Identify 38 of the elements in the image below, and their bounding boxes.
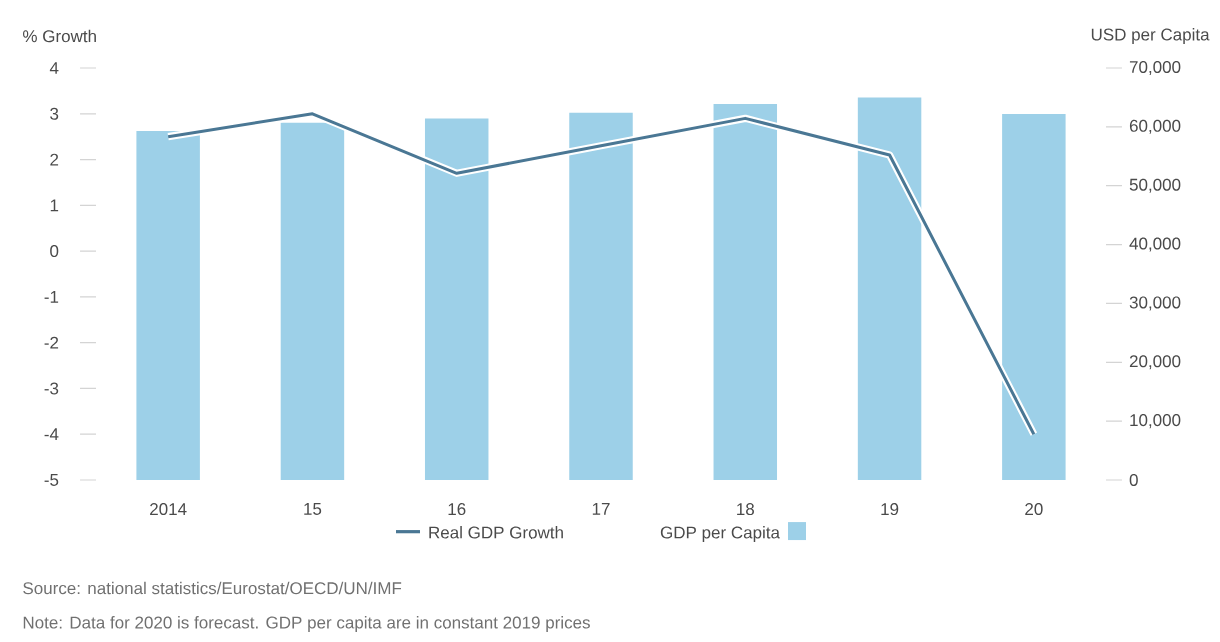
text: GDP per Capita xyxy=(660,526,780,542)
bar xyxy=(713,103,778,480)
y-tick-label: -4 xyxy=(44,428,59,441)
y-tick-label: 0 xyxy=(50,245,59,258)
bar xyxy=(569,112,633,480)
bar xyxy=(136,130,200,480)
y2-tick-label: 30,000 xyxy=(1129,296,1181,311)
y-tick-label: -1 xyxy=(44,291,59,303)
y-tick-label: 3 xyxy=(50,107,59,120)
y2-tick-label: 0 xyxy=(1129,473,1138,486)
y2-tick-label: 10,000 xyxy=(1130,414,1181,429)
y-tick-label: -2 xyxy=(44,336,59,349)
y-tick-label: -3 xyxy=(44,382,59,395)
y-tick-label: 1 xyxy=(50,199,59,212)
bar xyxy=(280,122,345,480)
y2-tick-label: 70,000 xyxy=(1129,60,1181,76)
y2-tick-label: 50,000 xyxy=(1129,178,1181,193)
x-tick-label: 2014 xyxy=(150,503,187,516)
bar xyxy=(1002,113,1066,480)
x-tick-label: 15 xyxy=(304,503,322,515)
y-tick-label: 4 xyxy=(49,62,59,74)
x-tick-label: 16 xyxy=(448,503,466,516)
y-tick-label: -5 xyxy=(44,474,59,486)
source-note: Source: national statistics/Eurostat/OECD/UN/IMF xyxy=(23,581,402,595)
y2-tick-label: 40,000 xyxy=(1129,237,1181,252)
x-tick-label: 19 xyxy=(881,503,899,516)
legend-label: Real GDP Growth xyxy=(429,526,563,539)
text: Note: Data for 2020 is forecast. GDP per capita are in constant 2019 prices xyxy=(23,616,590,632)
y2-tick-label: 20,000 xyxy=(1129,355,1181,370)
bar xyxy=(424,118,489,480)
y2-tick-label: 60,000 xyxy=(1129,119,1181,134)
bar xyxy=(857,97,922,480)
x-tick-label: 17 xyxy=(592,503,610,515)
y-tick-label: 2 xyxy=(50,153,59,166)
x-tick-label: 20 xyxy=(1025,503,1043,516)
y-axis-title: % Growth xyxy=(23,29,96,43)
x-tick-label: 18 xyxy=(737,503,754,516)
y2-axis-title: USD per Capita xyxy=(1091,28,1210,44)
